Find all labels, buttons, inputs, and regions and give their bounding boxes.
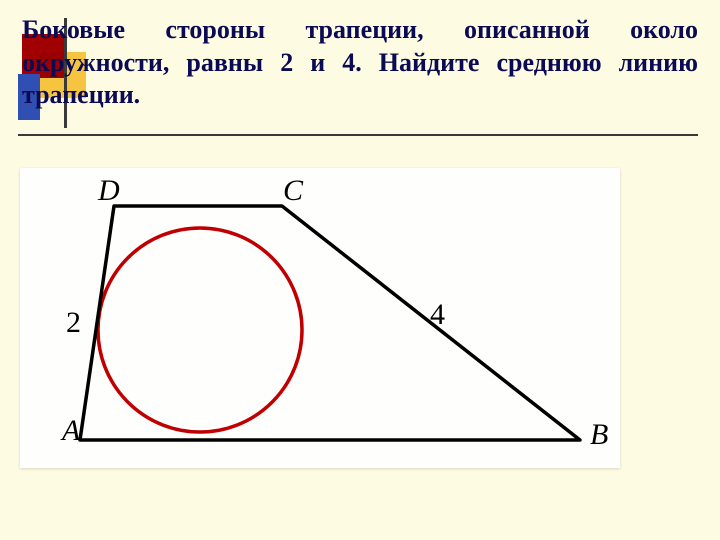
geometry-svg: D C A B 2 4	[20, 168, 620, 468]
label-side-ad: 2	[66, 306, 81, 339]
label-a: A	[60, 414, 81, 447]
problem-statement: Боковые стороны трапеции, описанной окол…	[22, 14, 698, 112]
trapezoid-abcd	[80, 206, 580, 440]
figure-panel: D C A B 2 4	[20, 168, 620, 468]
horizontal-rule	[18, 134, 698, 136]
label-c: C	[283, 174, 304, 207]
inscribed-circle	[98, 228, 302, 432]
label-side-bc: 4	[430, 298, 445, 331]
label-d: D	[97, 174, 120, 207]
label-b: B	[590, 418, 608, 451]
